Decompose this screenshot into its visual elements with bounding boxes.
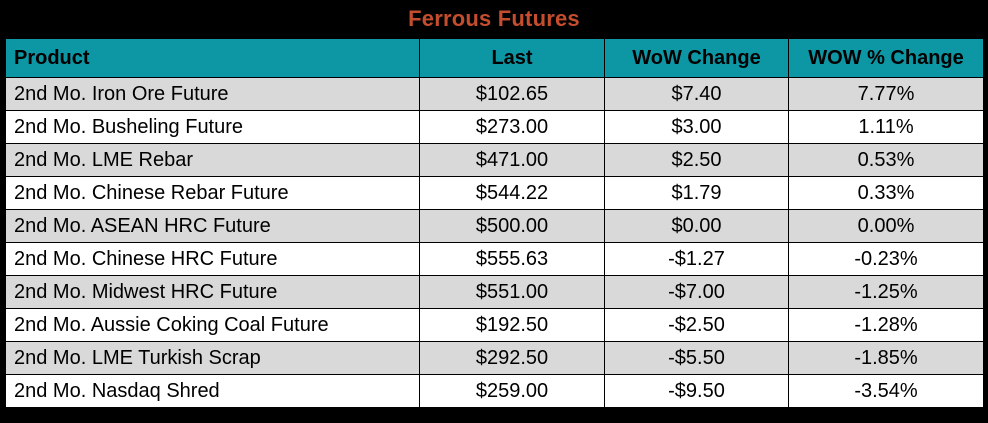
wow-pct-change-cell[interactable]: 1.11% <box>788 110 984 144</box>
column-header-wow-change[interactable]: WoW Change <box>604 38 789 78</box>
table-row: 2nd Mo. Nasdaq Shred $259.00 -$9.50 -3.5… <box>5 374 984 408</box>
wow-change-cell[interactable]: $7.40 <box>604 77 789 111</box>
table-row: 2nd Mo. Midwest HRC Future $551.00 -$7.0… <box>5 275 984 309</box>
wow-change-cell[interactable]: -$7.00 <box>604 275 789 309</box>
last-cell[interactable]: $192.50 <box>419 308 605 342</box>
last-cell[interactable]: $102.65 <box>419 77 605 111</box>
table-container: Product Last WoW Change WOW % Change 2nd… <box>0 38 988 413</box>
last-cell[interactable]: $551.00 <box>419 275 605 309</box>
last-cell[interactable]: $544.22 <box>419 176 605 210</box>
wow-change-cell[interactable]: $1.79 <box>604 176 789 210</box>
product-cell[interactable]: 2nd Mo. Nasdaq Shred <box>5 374 420 408</box>
product-cell[interactable]: 2nd Mo. Chinese HRC Future <box>5 242 420 276</box>
table-row: 2nd Mo. Chinese HRC Future $555.63 -$1.2… <box>5 242 984 276</box>
last-cell[interactable]: $273.00 <box>419 110 605 144</box>
wow-change-cell[interactable]: $3.00 <box>604 110 789 144</box>
product-cell[interactable]: 2nd Mo. Aussie Coking Coal Future <box>5 308 420 342</box>
last-cell[interactable]: $471.00 <box>419 143 605 177</box>
wow-pct-change-cell[interactable]: -1.25% <box>788 275 984 309</box>
table-row: 2nd Mo. Busheling Future $273.00 $3.00 1… <box>5 110 984 144</box>
wow-change-cell[interactable]: -$9.50 <box>604 374 789 408</box>
product-cell[interactable]: 2nd Mo. LME Rebar <box>5 143 420 177</box>
last-cell[interactable]: $292.50 <box>419 341 605 375</box>
table-row: 2nd Mo. LME Rebar $471.00 $2.50 0.53% <box>5 143 984 177</box>
wow-pct-change-cell[interactable]: -1.85% <box>788 341 984 375</box>
wow-pct-change-cell[interactable]: 0.53% <box>788 143 984 177</box>
product-cell[interactable]: 2nd Mo. Midwest HRC Future <box>5 275 420 309</box>
table-row: 2nd Mo. Chinese Rebar Future $544.22 $1.… <box>5 176 984 210</box>
last-cell[interactable]: $500.00 <box>419 209 605 243</box>
product-cell[interactable]: 2nd Mo. Chinese Rebar Future <box>5 176 420 210</box>
wow-change-cell[interactable]: -$5.50 <box>604 341 789 375</box>
table-row: 2nd Mo. Aussie Coking Coal Future $192.5… <box>5 308 984 342</box>
wow-pct-change-cell[interactable]: -3.54% <box>788 374 984 408</box>
wow-pct-change-cell[interactable]: 0.33% <box>788 176 984 210</box>
wow-change-cell[interactable]: -$2.50 <box>604 308 789 342</box>
last-cell[interactable]: $555.63 <box>419 242 605 276</box>
wow-pct-change-cell[interactable]: -1.28% <box>788 308 984 342</box>
product-cell[interactable]: 2nd Mo. ASEAN HRC Future <box>5 209 420 243</box>
wow-change-cell[interactable]: $0.00 <box>604 209 789 243</box>
product-cell[interactable]: 2nd Mo. LME Turkish Scrap <box>5 341 420 375</box>
table-title-bar: Ferrous Futures <box>0 0 988 38</box>
column-header-last[interactable]: Last <box>419 38 605 78</box>
product-cell[interactable]: 2nd Mo. Busheling Future <box>5 110 420 144</box>
product-cell[interactable]: 2nd Mo. Iron Ore Future <box>5 77 420 111</box>
wow-change-cell[interactable]: $2.50 <box>604 143 789 177</box>
ferrous-futures-table: Product Last WoW Change WOW % Change 2nd… <box>5 38 984 408</box>
table-row: 2nd Mo. Iron Ore Future $102.65 $7.40 7.… <box>5 77 984 111</box>
wow-pct-change-cell[interactable]: -0.23% <box>788 242 984 276</box>
column-header-product[interactable]: Product <box>5 38 420 78</box>
wow-pct-change-cell[interactable]: 7.77% <box>788 77 984 111</box>
wow-change-cell[interactable]: -$1.27 <box>604 242 789 276</box>
table-row: 2nd Mo. LME Turkish Scrap $292.50 -$5.50… <box>5 341 984 375</box>
last-cell[interactable]: $259.00 <box>419 374 605 408</box>
page-title: Ferrous Futures <box>408 6 580 31</box>
table-header-row: Product Last WoW Change WOW % Change <box>5 38 984 78</box>
wow-pct-change-cell[interactable]: 0.00% <box>788 209 984 243</box>
table-row: 2nd Mo. ASEAN HRC Future $500.00 $0.00 0… <box>5 209 984 243</box>
column-header-wow-pct-change[interactable]: WOW % Change <box>788 38 984 78</box>
